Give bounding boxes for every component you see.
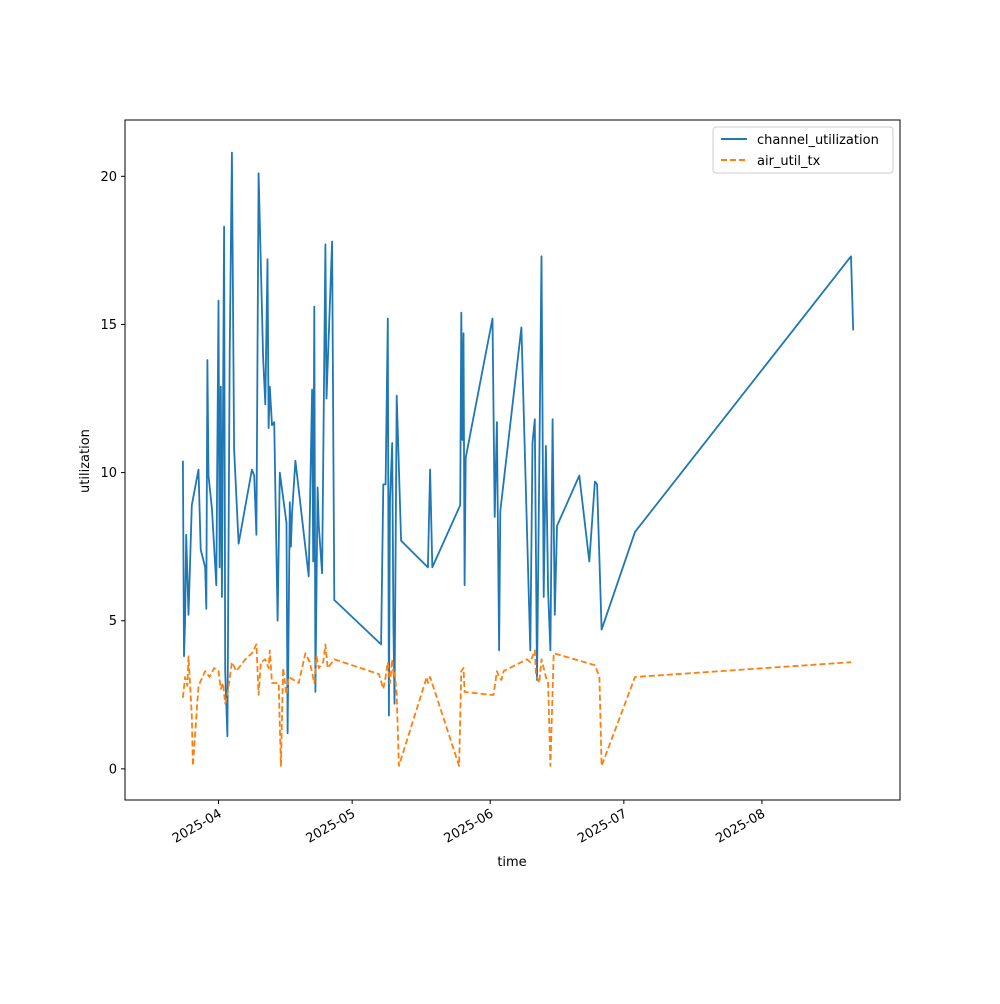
plot-area bbox=[182, 151, 855, 767]
y-axis: 0 5 10 15 20 bbox=[100, 170, 125, 777]
plot-frame bbox=[124, 119, 901, 801]
series-line-channel-utilization bbox=[182, 151, 855, 738]
y-tick-label: 15 bbox=[100, 318, 117, 333]
y-tick-label: 0 bbox=[109, 762, 117, 777]
legend-label-air-util-tx: air_util_tx bbox=[757, 154, 821, 169]
y-tick-label: 10 bbox=[100, 466, 117, 481]
legend-box bbox=[712, 126, 894, 174]
y-tick-label: 20 bbox=[100, 170, 117, 185]
legend: channel_utilization air_util_tx bbox=[712, 126, 894, 174]
y-axis-label: utilization bbox=[78, 429, 93, 493]
series-line-air-util-tx bbox=[182, 643, 852, 767]
legend-label-channel-utilization: channel_utilization bbox=[757, 133, 879, 148]
x-axis-label: time bbox=[497, 855, 526, 870]
y-tick-label: 5 bbox=[109, 614, 117, 629]
